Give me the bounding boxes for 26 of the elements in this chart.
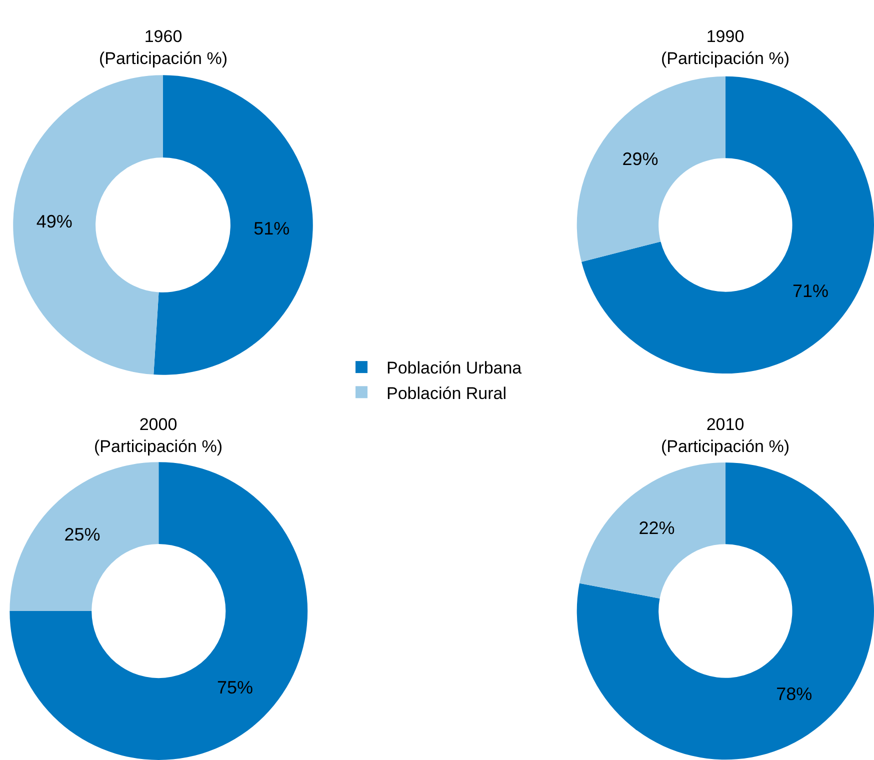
chart-title: 1960 — [144, 27, 182, 46]
donut-slice — [10, 462, 159, 612]
legend-label: Población Urbana — [386, 358, 522, 378]
data-label: 75% — [216, 677, 254, 698]
chart-subtitle: (Participación %) — [94, 437, 222, 456]
donut-slice — [582, 76, 874, 374]
donut-slice — [577, 462, 874, 760]
donut-slice — [13, 75, 163, 375]
data-label: 71% — [792, 280, 829, 301]
donut-slice — [576, 76, 726, 262]
chart-title: 1990 — [706, 27, 744, 46]
chart-title: 2000 — [139, 415, 178, 434]
chart-title: 2010 — [706, 415, 744, 434]
data-label: 51% — [254, 218, 290, 238]
chart-subtitle: (Participación %) — [661, 437, 790, 456]
chart-subtitle: (Participación %) — [661, 49, 790, 68]
donut-slice — [154, 75, 313, 375]
donut-slice — [10, 462, 308, 760]
data-label: 49% — [36, 212, 72, 232]
data-label: 25% — [64, 524, 100, 545]
donut-slice — [579, 462, 726, 599]
data-label: 29% — [622, 148, 658, 169]
chart-subtitle: (Participación %) — [99, 49, 228, 68]
legend-label: Población Rural — [386, 384, 507, 403]
data-label: 22% — [638, 518, 675, 538]
data-label: 78% — [776, 684, 812, 704]
